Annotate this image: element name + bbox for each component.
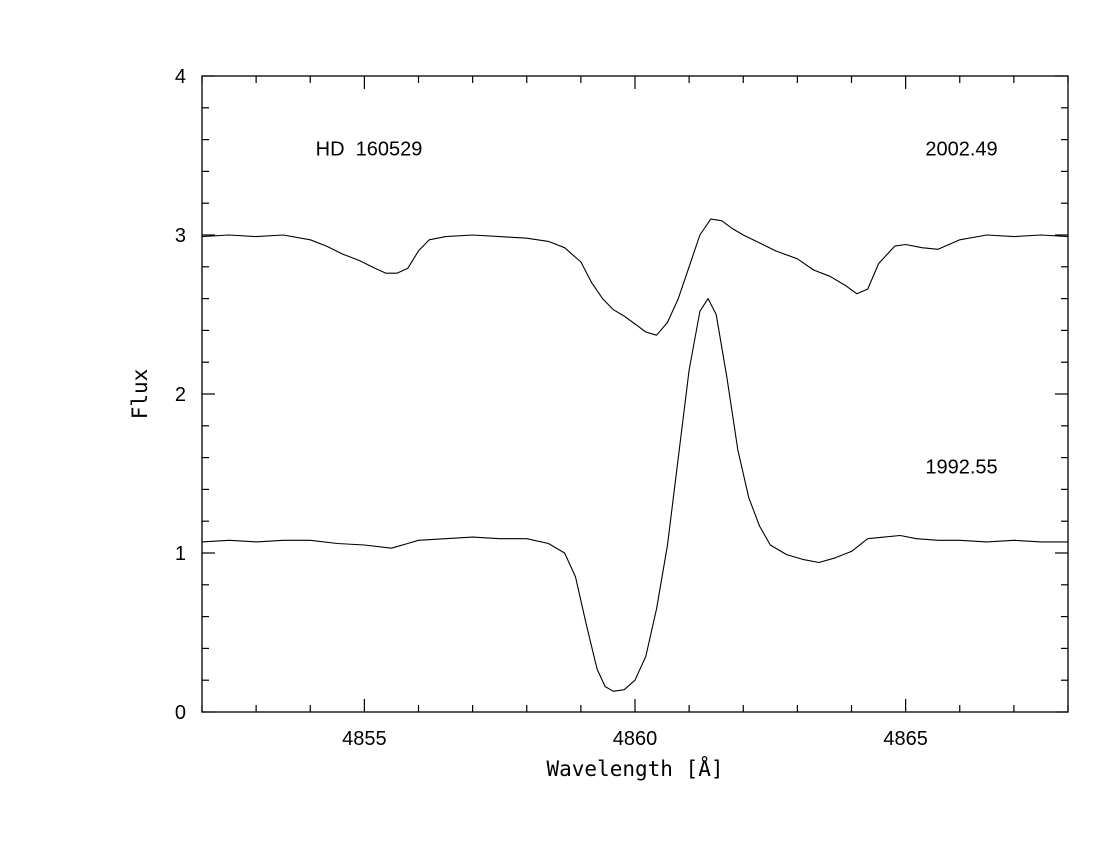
x-tick-label: 4865	[883, 728, 928, 750]
minor-ticks	[201, 76, 1069, 712]
annotation-label: 2002.49	[925, 139, 997, 161]
spectrum-line-1	[201, 218, 1069, 336]
annotation-layer: HD 160529 2002.49 1992.55	[316, 139, 998, 479]
series-layer	[201, 218, 1069, 692]
y-axis-title: Flux	[128, 369, 152, 420]
annotation-label: HD 160529	[316, 139, 423, 161]
spectrum-line-2	[201, 298, 1068, 692]
x-axis-title: Wavelength [Å]	[546, 755, 723, 781]
y-tick-label: 3	[175, 225, 186, 247]
annotation-label: 1992.55	[925, 457, 997, 479]
y-tick-label: 0	[175, 702, 186, 724]
major-ticks	[202, 75, 1068, 713]
y-tick-label: 4	[175, 66, 186, 88]
y-tick-label: 2	[175, 384, 186, 406]
plot-frame	[201, 75, 1069, 713]
tick-labels: 4855 4860 4865 0 1 2 3 4	[175, 66, 928, 750]
x-tick-label: 4855	[342, 728, 387, 750]
y-tick-label: 1	[175, 543, 186, 565]
x-tick-label: 4860	[613, 728, 658, 750]
